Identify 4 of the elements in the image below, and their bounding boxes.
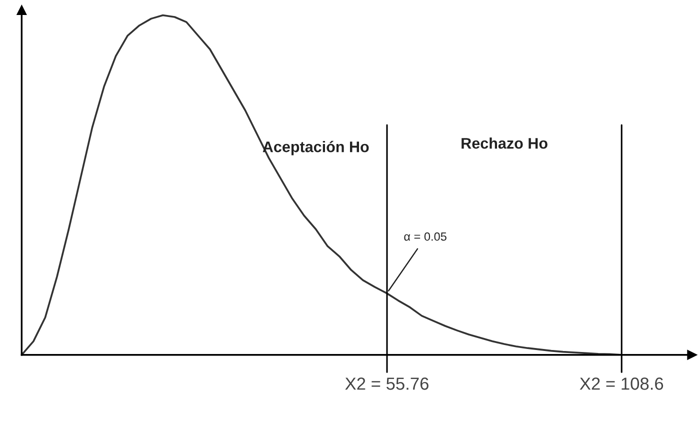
annotation: α = 0.05 bbox=[404, 232, 446, 241]
text: X2 = 108.6 bbox=[580, 378, 664, 390]
annotation: Rechazo Ho bbox=[462, 138, 548, 149]
text: X2 = 55.76 bbox=[345, 378, 428, 390]
